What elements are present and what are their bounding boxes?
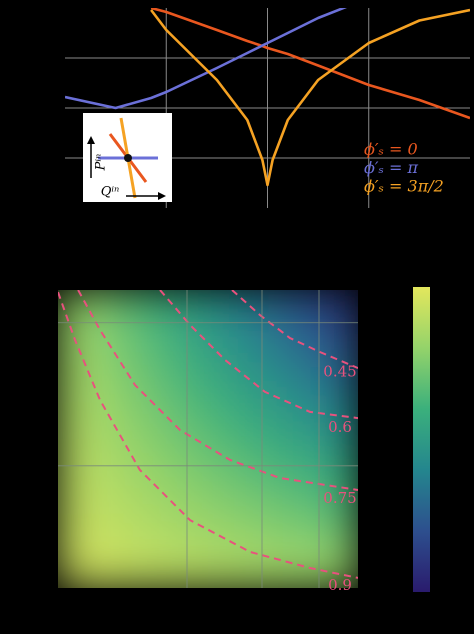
legend-label: ϕ′ₛ = π	[364, 158, 419, 177]
heatmap-cell	[58, 476, 96, 514]
heatmap-cell	[133, 513, 171, 552]
heatmap-cell	[283, 476, 321, 514]
heatmap-cell	[133, 290, 171, 328]
heatmap-cell	[133, 550, 171, 588]
heatmap-cells	[58, 290, 358, 588]
series-line	[65, 8, 347, 110]
heatmap-cell	[283, 401, 321, 440]
heatmap-cell	[208, 476, 246, 514]
heatmap-cell	[320, 327, 358, 365]
contour-label: 0.45	[323, 362, 356, 380]
heatmap-cell	[320, 401, 358, 440]
contour-label: 0.75	[323, 489, 356, 507]
heatmap-cell	[320, 550, 358, 588]
heatmap-cell	[245, 439, 284, 477]
heatmap-cell	[283, 364, 321, 403]
heatmap-cell	[58, 327, 96, 365]
heatmap-cell	[283, 327, 321, 365]
heatmap-cell	[58, 401, 96, 440]
series-line	[150, 8, 470, 187]
contour-line	[159, 290, 358, 420]
inset-x-label: Qⁱⁿ	[101, 185, 120, 200]
heatmap-cell	[58, 364, 96, 403]
heatmap-cell	[95, 290, 134, 328]
heatmap-cell	[283, 513, 321, 552]
heatmap-cell	[320, 476, 358, 514]
heatmap-area	[58, 290, 358, 588]
colorbar	[413, 287, 430, 592]
heatmap-cell	[95, 401, 134, 440]
heatmap-cell	[133, 439, 171, 477]
contour-line	[77, 290, 358, 491]
heatmap-panel: 0.45 0.6 0.75 0.9	[58, 290, 358, 594]
heatmap-cell	[208, 364, 246, 403]
inset-y-label: Pⁱⁿ	[94, 154, 109, 172]
line-panel: ϕ′ₛ = 0ϕ′ₛ = πϕ′ₛ = 3π/2	[65, 8, 470, 208]
heatmap-cell	[170, 476, 209, 514]
heatmap-cell	[170, 439, 209, 477]
heatmap-cell	[245, 550, 284, 588]
heatmap-cell	[95, 364, 134, 403]
contour-label: 0.6	[328, 418, 352, 436]
heatmap-cell	[245, 513, 284, 552]
heatmap-cell	[170, 327, 209, 365]
heatmap-cell	[133, 364, 171, 403]
heatmap-cell	[320, 513, 358, 552]
inset: Pⁱⁿ Qⁱⁿ	[83, 113, 172, 202]
heatmap-cell	[245, 476, 284, 514]
heatmap-cell	[133, 401, 171, 440]
heatmap-cell	[170, 364, 209, 403]
heatmap-cell	[58, 513, 96, 552]
heatmap-cell	[58, 439, 96, 477]
inset-arrowhead	[158, 192, 166, 200]
contour-line	[231, 290, 358, 370]
heatmap-cell	[245, 327, 284, 365]
series-line	[150, 8, 470, 120]
heatmap-cell	[95, 550, 134, 588]
heatmap-cell	[245, 364, 284, 403]
heatmap-cell	[58, 550, 96, 588]
heatmap-cell	[283, 290, 321, 328]
heatmap-cell	[245, 401, 284, 440]
heatmap-cell	[208, 550, 246, 588]
contour-label: 0.9	[328, 576, 352, 594]
heatmap-cell	[320, 364, 358, 403]
contour-line	[58, 291, 358, 579]
heatmap-cell	[95, 513, 134, 552]
curves	[65, 8, 470, 187]
heatmap-cell	[283, 439, 321, 477]
heatmap-cell	[95, 476, 134, 514]
heatmap-cell	[95, 439, 134, 477]
inset-arrowhead	[87, 136, 95, 144]
heatmap-cell	[245, 290, 284, 328]
heatmap-cell	[170, 550, 209, 588]
heatmap-cell	[208, 401, 246, 440]
inset-dot	[124, 154, 132, 162]
heatmap-cell	[208, 327, 246, 365]
heatmap-cell	[208, 290, 246, 328]
legend-label: ϕ′ₛ = 0	[364, 140, 418, 159]
heatmap-cell	[320, 439, 358, 477]
legend-label: ϕ′ₛ = 3π/2	[364, 177, 444, 196]
heatmap-cell	[170, 401, 209, 440]
heatmap-cell	[320, 290, 358, 328]
heatmap-cell	[133, 327, 171, 365]
